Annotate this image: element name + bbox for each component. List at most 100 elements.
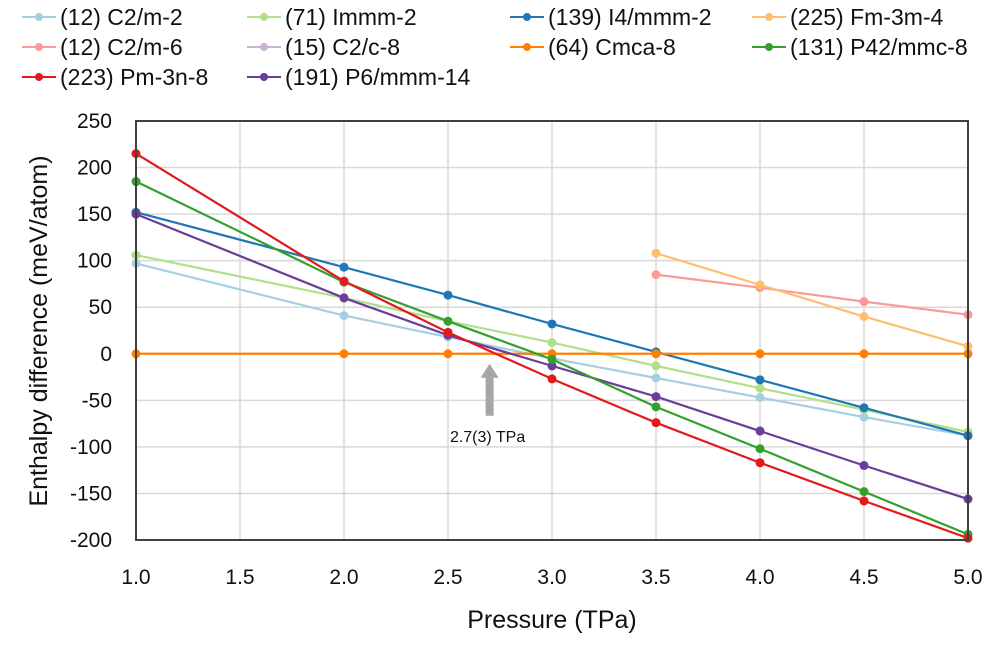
legend-swatch-icon [508,2,546,32]
y-tick-label: 150 [77,203,112,226]
legend-swatch-icon [245,62,283,92]
data-point [755,458,765,468]
data-point [547,338,557,348]
series-9 [131,209,973,504]
data-point [859,461,869,471]
series-4 [651,270,973,320]
legend-label: (139) I4/mmm-2 [548,3,712,30]
annotation-group: 2.7(3) TPa [450,363,525,446]
data-point [547,361,557,371]
legend-label: (71) Immm-2 [285,3,417,30]
data-point [651,349,661,359]
data-point [547,374,557,384]
data-point [339,349,349,359]
x-tick-label: 3.0 [537,566,566,589]
legend-label: (12) C2/m-6 [60,33,183,60]
grid-lines [135,120,969,541]
x-tick-label: 4.0 [745,566,774,589]
x-tick-label: 3.5 [641,566,670,589]
series-line [135,211,969,437]
data-point [651,392,661,402]
legend-swatch-icon [245,32,283,62]
legend-item: (225) Fm-3m-4 [750,2,943,32]
data-point [859,487,869,497]
legend-item: (12) C2/m-6 [20,32,183,62]
data-point [651,402,661,412]
data-point [651,373,661,383]
legend-item: (12) C2/m-2 [20,2,183,32]
x-tick-label: 1.5 [225,566,254,589]
legend-item: (71) Immm-2 [245,2,417,32]
y-tick-label: -100 [70,436,112,459]
data-point [755,393,765,403]
data-point [443,349,453,359]
legend-label: (15) C2/c-8 [285,33,401,60]
data-point [859,297,869,307]
series-lines [131,149,973,543]
y-axis-title: Enthalpy difference (meV/atom) [25,155,53,506]
series-line [655,252,969,348]
legend-label: (12) C2/m-2 [60,3,183,30]
series-line [135,152,969,540]
x-tick-label: 4.5 [849,566,878,589]
legend-swatch-icon [750,32,788,62]
legend-swatch-icon [20,32,58,62]
legend-item: (223) Pm-3n-8 [20,62,208,92]
data-point [859,496,869,506]
series-3 [651,248,973,351]
y-tick-label: 200 [77,157,112,180]
legend-label: (64) Cmca-8 [548,33,676,60]
data-point [651,270,661,280]
y-tick-label: -50 [82,389,112,412]
data-point [339,293,349,303]
data-point [859,312,869,322]
plot-frame [135,120,969,541]
data-point [547,354,557,364]
x-tick-label: 2.5 [433,566,462,589]
legend-label: (223) Pm-3n-8 [60,63,209,90]
data-point [755,383,765,393]
data-point [651,248,661,258]
data-point [339,276,349,286]
y-tick-label: 0 [100,343,112,366]
legend-item: (64) Cmca-8 [508,32,676,62]
legend-label: (225) Fm-3m-4 [790,3,944,30]
x-tick-label: 1.0 [121,566,150,589]
legend-swatch-icon [245,2,283,32]
legend-item: (131) P42/mmc-8 [750,32,968,62]
y-axis-ticks: 250 200 150 100 50 0 -50 -100 -150 -200 [70,110,112,552]
y-tick-label: 250 [77,110,112,133]
x-axis-title: Pressure (TPa) [467,606,636,634]
plot-border [135,120,969,541]
annotation-label: 2.7(3) TPa [450,429,525,446]
y-tick-label: -150 [70,482,112,505]
y-tick-label: -200 [70,529,112,552]
legend-swatch-icon [750,2,788,32]
data-point [443,327,453,337]
data-point [339,262,349,272]
legend-item: (15) C2/c-8 [245,32,400,62]
legend-label: (191) P6/mmm-14 [285,63,471,90]
x-tick-label: 5.0 [953,566,982,589]
data-point [547,319,557,329]
series-line [655,273,969,316]
x-axis-ticks: 1.0 1.5 2.0 2.5 3.0 3.5 4.0 4.5 5.0 [121,566,982,589]
data-point [859,412,869,422]
legend-swatch-icon [20,2,58,32]
series-line [135,262,969,437]
annotation-arrow-icon [480,363,499,416]
data-point [755,444,765,454]
data-point [859,403,869,413]
data-point [755,280,765,290]
legend-swatch-icon [508,32,546,62]
legend-label: (131) P42/mmc-8 [790,33,968,60]
data-point [755,375,765,385]
data-point [651,361,661,371]
data-point [859,349,869,359]
data-point [755,349,765,359]
data-point [651,418,661,428]
series-line [135,213,969,501]
legend-swatch-icon [20,62,58,92]
legend-item: (191) P6/mmm-14 [245,62,470,92]
